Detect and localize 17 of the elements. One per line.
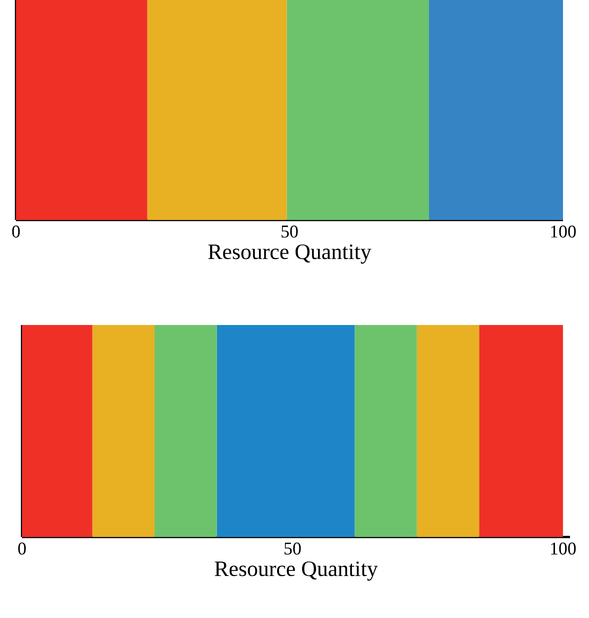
x-axis-title: Resource Quantity xyxy=(214,561,378,581)
x-axis-title: Resource Quantity xyxy=(208,244,372,264)
bar xyxy=(147,0,287,220)
x-tick-label: 50 xyxy=(284,542,301,555)
x-tick-label: 50 xyxy=(282,226,298,238)
bar xyxy=(416,324,480,537)
bar xyxy=(92,324,155,537)
x-tick-label: 100 xyxy=(551,226,576,238)
x-tick-label: 0 xyxy=(18,542,26,555)
bar xyxy=(154,324,217,537)
bar xyxy=(428,0,564,220)
bar xyxy=(216,324,355,537)
bar xyxy=(354,324,417,537)
bar xyxy=(479,324,563,537)
x-tick-label: 0 xyxy=(12,226,20,238)
x-tick-label: 100 xyxy=(551,542,576,555)
bar xyxy=(286,0,429,220)
